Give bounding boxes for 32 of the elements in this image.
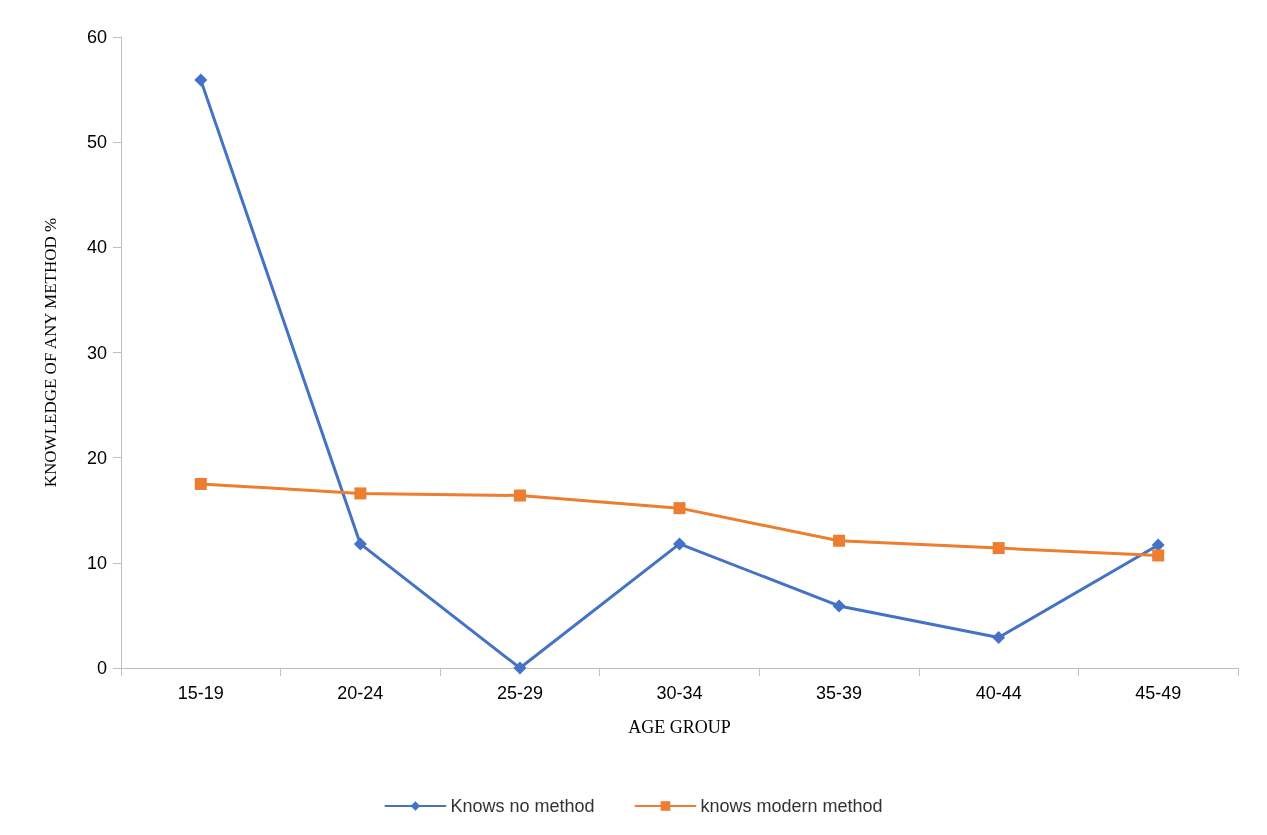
point: [992, 542, 1005, 555]
point: [1151, 538, 1165, 552]
point: [673, 502, 686, 515]
point: [673, 537, 686, 551]
point: [513, 661, 527, 675]
y-tick-label: 20: [86, 447, 107, 468]
point: [194, 477, 207, 490]
legend-label: Knows no method: [450, 796, 595, 816]
y-tick-label: 40: [86, 237, 107, 258]
point: [353, 537, 367, 551]
y-tick-label: 60: [86, 27, 107, 47]
point: [513, 489, 526, 502]
point: [1152, 549, 1165, 562]
point: [832, 599, 846, 613]
x-tick-label: 40-44: [975, 683, 1022, 703]
y-tick-label: 10: [86, 552, 107, 573]
y-tick-label: 30: [86, 342, 107, 363]
x-tick-label: 30-34: [656, 683, 703, 703]
y-tick-label: 50: [86, 132, 107, 153]
x-tick-label: 15-19: [177, 683, 224, 703]
y-axis-title: KNOWLEDGE OF ANY METHOD %: [41, 217, 60, 488]
x-tick-label: 25-29: [496, 683, 543, 703]
point: [194, 73, 208, 87]
x-tick-label: 45-49: [1135, 683, 1182, 703]
y-tick-label: 0: [96, 658, 107, 678]
x-tick-label: 35-39: [816, 683, 863, 703]
legend-label: knows modern method: [700, 796, 883, 816]
x-axis-title: AGE GROUP: [628, 717, 731, 737]
point: [833, 534, 846, 547]
x-tick-label: 20-24: [337, 683, 384, 703]
point: [354, 487, 367, 500]
point: [992, 631, 1006, 644]
